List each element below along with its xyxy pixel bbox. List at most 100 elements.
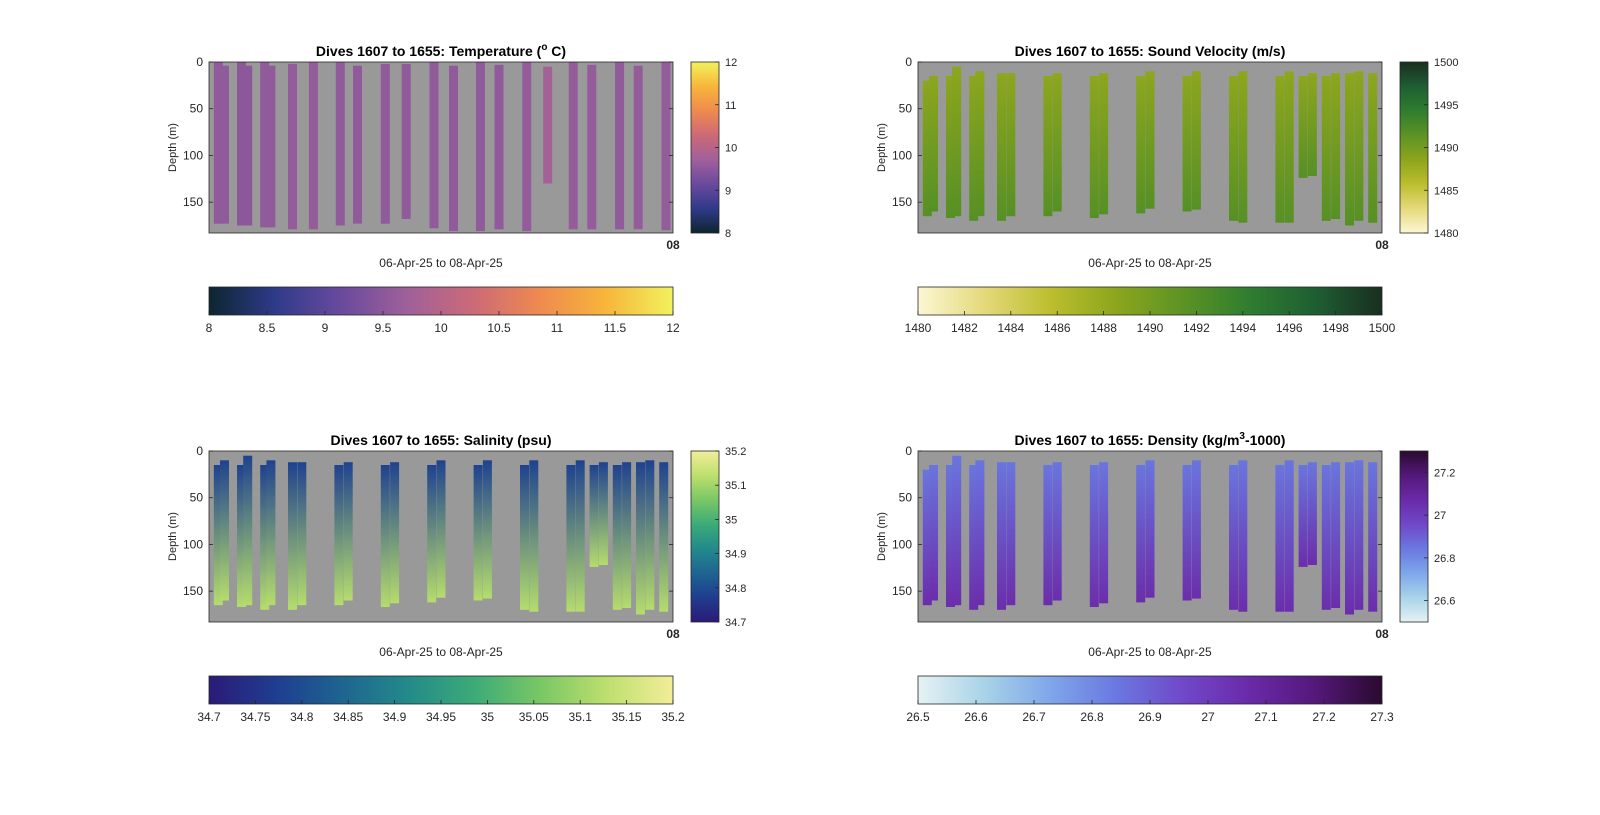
cast-18 (566, 465, 576, 612)
bottom-colorbar-label: 27.3 (1370, 710, 1394, 724)
cast-17 (543, 66, 553, 184)
cast-5 (266, 65, 276, 228)
cast-11 (1099, 73, 1109, 215)
y-tick-label: 150 (183, 195, 203, 209)
cast-13 (1145, 71, 1155, 209)
side-colorbar-label: 34.7 (725, 617, 746, 629)
cast-22 (1321, 465, 1331, 610)
cast-8 (334, 465, 344, 606)
y-tick-label: 100 (892, 537, 912, 551)
cast-5 (975, 71, 985, 217)
cast-0 (213, 465, 223, 606)
cast-5 (266, 460, 276, 606)
cast-10 (1089, 76, 1099, 218)
cast-1 (220, 460, 229, 601)
cast-3 (952, 455, 962, 606)
cast-10 (1089, 465, 1099, 607)
bottom-colorbar-label: 1486 (1044, 321, 1071, 335)
cast-24 (1345, 462, 1354, 615)
side-colorbar-label: 1495 (1434, 100, 1458, 112)
cast-9 (1052, 462, 1062, 601)
cast-7 (1006, 462, 1016, 606)
x-axis-label: 06-Apr-25 to 08-Apr-25 (379, 256, 503, 270)
x-axis-label: 06-Apr-25 to 08-Apr-25 (1088, 256, 1212, 270)
cast-3 (243, 65, 253, 226)
bottom-colorbar-label: 1488 (1090, 321, 1117, 335)
bottom-colorbar-label: 11 (551, 321, 564, 335)
cast-7 (1006, 73, 1016, 217)
cast-7 (308, 62, 318, 230)
cast-6 (997, 73, 1006, 221)
casts (922, 66, 1378, 226)
cast-3 (243, 455, 253, 606)
side-colorbar-label: 35.2 (725, 446, 746, 458)
side-colorbar (1399, 61, 1429, 234)
x-axis-label: 06-Apr-25 to 08-Apr-25 (379, 645, 503, 659)
side-colorbar-label: 27 (1434, 510, 1446, 522)
cast-9 (343, 462, 353, 601)
cast-21 (598, 462, 608, 565)
bottom-colorbar-label: 34.95 (426, 710, 456, 724)
bottom-colorbar-label: 8.5 (259, 321, 276, 335)
cast-1 (929, 465, 938, 601)
cast-6 (288, 63, 297, 230)
cast-12 (1136, 465, 1146, 603)
cast-0 (922, 469, 932, 606)
bottom-colorbar-label: 26.5 (906, 710, 930, 724)
cast-16 (1229, 465, 1238, 610)
cast-1 (929, 76, 938, 212)
cast-10 (380, 465, 390, 607)
bottom-colorbar (208, 675, 674, 705)
y-axis-label: Depth (m) (876, 512, 888, 561)
bottom-colorbar-label: 1484 (997, 321, 1024, 335)
y-tick-label: 100 (183, 148, 203, 162)
cast-14 (1182, 465, 1192, 601)
axes-frame (917, 450, 1383, 623)
bottom-colorbar-label: 12 (666, 321, 680, 335)
cast-0 (213, 62, 223, 224)
bottom-colorbar-label: 35.2 (661, 710, 685, 724)
bottom-colorbar-label: 35.05 (519, 710, 549, 724)
cast-22 (612, 465, 622, 610)
y-tick-label: 0 (905, 444, 912, 458)
y-tick-label: 100 (892, 148, 912, 162)
cast-15 (494, 64, 504, 230)
bottom-colorbar-label: 11.5 (604, 321, 627, 335)
cast-23 (1331, 73, 1341, 219)
y-tick-label: 0 (905, 55, 912, 69)
cast-17 (1238, 71, 1248, 223)
y-tick-label: 150 (183, 584, 203, 598)
bottom-colorbar-label: 1490 (1137, 321, 1164, 335)
bottom-colorbar-label: 27.1 (1254, 710, 1278, 724)
bottom-colorbar-label: 1500 (1369, 321, 1396, 335)
casts (213, 455, 669, 615)
side-colorbar (690, 61, 720, 234)
cast-9 (1052, 73, 1062, 212)
chart-salinity: 0 50 100 150 Depth (m) 08 06-Apr-25 to 08-Apr-… (167, 432, 746, 724)
cast-12 (1136, 76, 1146, 214)
cast-20 (1298, 465, 1308, 567)
cast-4 (260, 465, 270, 610)
cast-22 (661, 62, 671, 231)
y-tick-label: 150 (892, 584, 912, 598)
x-tick-label: 08 (1375, 238, 1389, 252)
cast-26 (659, 462, 669, 612)
cast-19 (1284, 460, 1294, 612)
bottom-colorbar-label: 9 (322, 321, 329, 335)
cast-2 (237, 62, 246, 226)
cast-6 (997, 462, 1006, 610)
side-colorbar-label: 35 (725, 514, 737, 526)
bottom-colorbar-label: 34.85 (333, 710, 363, 724)
cast-23 (622, 462, 632, 608)
side-colorbar-label: 1490 (1434, 143, 1458, 155)
cast-25 (645, 460, 655, 610)
side-colorbar-label: 26.8 (1434, 553, 1455, 565)
cast-11 (1099, 462, 1109, 604)
chart-title: Dives 1607 to 1655: Temperature (o C) (316, 42, 566, 59)
cast-4 (969, 76, 979, 221)
bottom-colorbar-label: 34.8 (290, 710, 314, 724)
y-axis-label: Depth (m) (167, 512, 179, 561)
cast-19 (587, 64, 597, 230)
axes-frame (208, 450, 674, 623)
cast-14 (1182, 76, 1192, 212)
